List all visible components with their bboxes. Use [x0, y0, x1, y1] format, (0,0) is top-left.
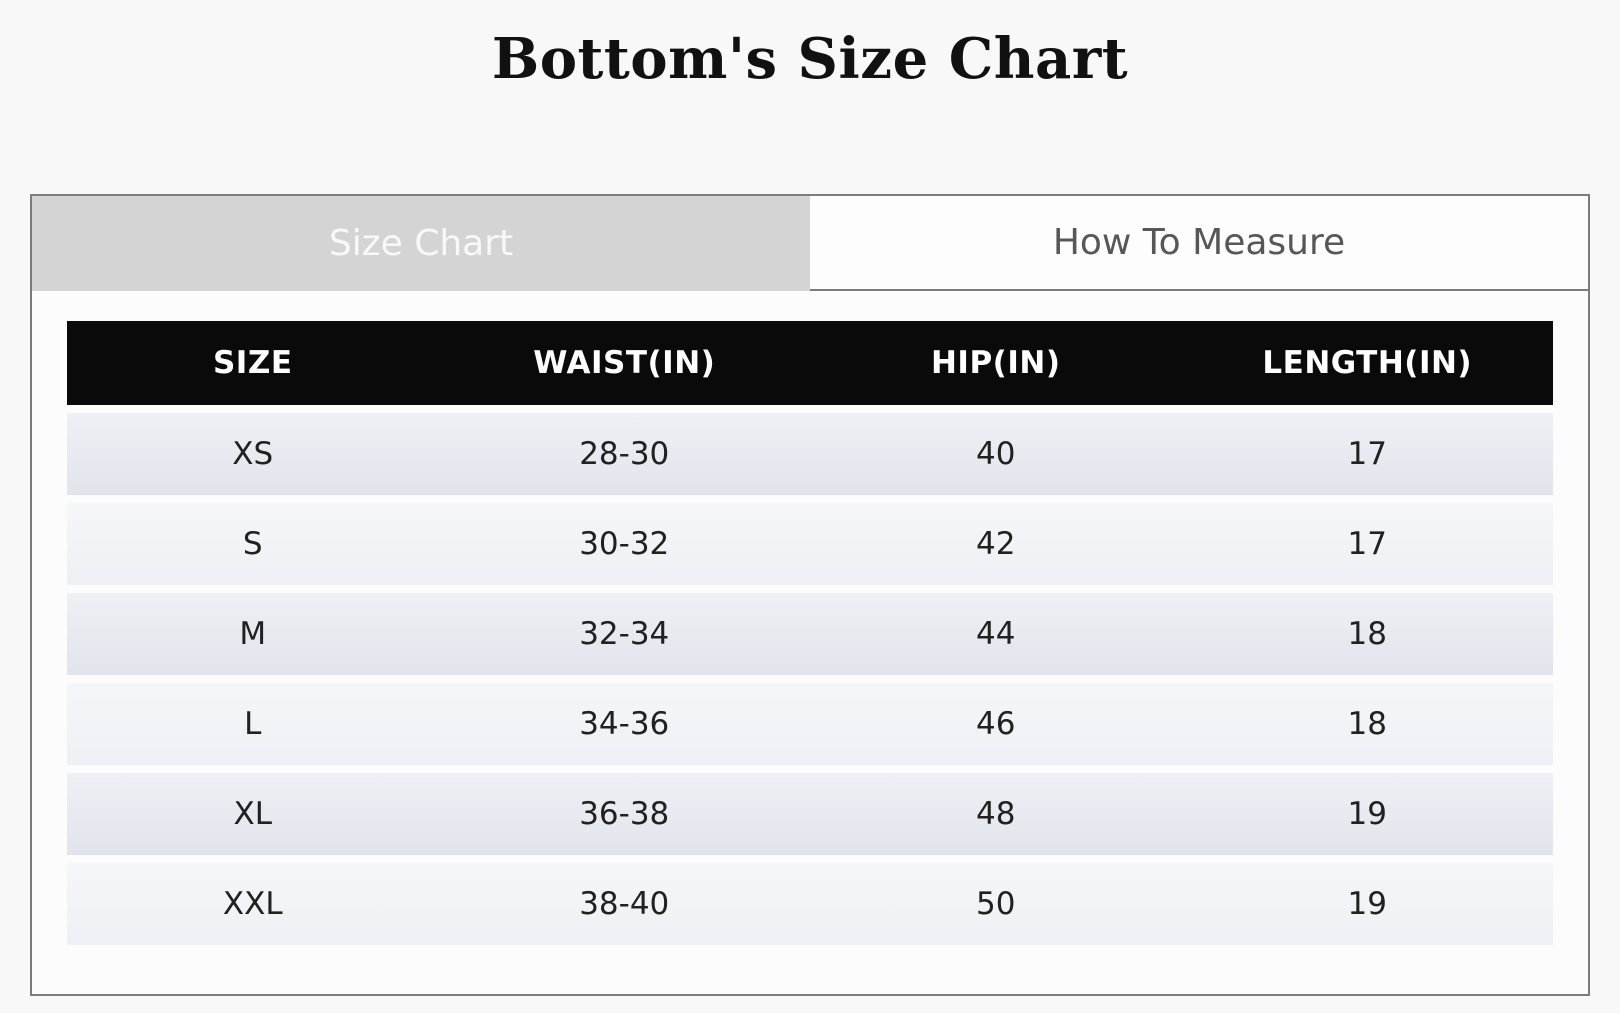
- hip-cell: 44: [810, 593, 1182, 675]
- size-table-body: XS 28-30 40 17 S 30-32 42 17 M 32-34 44 18 L 34-36 46 1…: [67, 413, 1553, 945]
- table-row: M 32-34 44 18: [67, 593, 1553, 675]
- table-row: S 30-32 42 17: [67, 503, 1553, 585]
- hip-cell: 50: [810, 863, 1182, 945]
- length-cell: 19: [1181, 863, 1553, 945]
- header-row: SIZE WAIST(IN) HIP(IN) LENGTH(IN): [67, 321, 1553, 405]
- hip-cell: 46: [810, 683, 1182, 765]
- table-row: XS 28-30 40 17: [67, 413, 1553, 495]
- size-chart-widget: Size Chart How To Measure SIZE WAIST(IN)…: [30, 194, 1590, 996]
- length-cell: 18: [1181, 683, 1553, 765]
- size-cell: XL: [67, 773, 439, 855]
- size-cell: L: [67, 683, 439, 765]
- length-cell: 17: [1181, 413, 1553, 495]
- hip-cell: 48: [810, 773, 1182, 855]
- waist-cell: 34-36: [438, 683, 810, 765]
- length-cell: 17: [1181, 503, 1553, 585]
- table-row: XXL 38-40 50 19: [67, 863, 1553, 945]
- size-cell: M: [67, 593, 439, 675]
- header-cell-length: LENGTH(IN): [1181, 321, 1553, 405]
- waist-cell: 32-34: [438, 593, 810, 675]
- hip-cell: 42: [810, 503, 1182, 585]
- tab-size-chart[interactable]: Size Chart: [32, 196, 810, 291]
- waist-cell: 28-30: [438, 413, 810, 495]
- size-table-header: SIZE WAIST(IN) HIP(IN) LENGTH(IN): [67, 321, 1553, 405]
- header-cell-hip: HIP(IN): [810, 321, 1182, 405]
- tab-bar: Size Chart How To Measure: [32, 196, 1588, 291]
- length-cell: 18: [1181, 593, 1553, 675]
- size-cell: XXL: [67, 863, 439, 945]
- table-row: XL 36-38 48 19: [67, 773, 1553, 855]
- page-title: Bottom's Size Chart: [491, 26, 1129, 92]
- header-cell-waist: WAIST(IN): [438, 321, 810, 405]
- waist-cell: 36-38: [438, 773, 810, 855]
- tab-how-to-measure-label: How To Measure: [1052, 222, 1346, 263]
- hip-cell: 40: [810, 413, 1182, 495]
- waist-cell: 30-32: [438, 503, 810, 585]
- size-cell: XS: [67, 413, 439, 495]
- header-cell-size: SIZE: [67, 321, 439, 405]
- tab-content: SIZE WAIST(IN) HIP(IN) LENGTH(IN) XS 28-3…: [32, 291, 1588, 953]
- length-cell: 19: [1181, 773, 1553, 855]
- table-row: L 34-36 46 18: [67, 683, 1553, 765]
- size-cell: S: [67, 503, 439, 585]
- size-table: SIZE WAIST(IN) HIP(IN) LENGTH(IN) XS 28-3…: [67, 313, 1553, 953]
- waist-cell: 38-40: [438, 863, 810, 945]
- tab-size-chart-label: Size Chart: [328, 223, 514, 264]
- tab-how-to-measure[interactable]: How To Measure: [810, 196, 1588, 291]
